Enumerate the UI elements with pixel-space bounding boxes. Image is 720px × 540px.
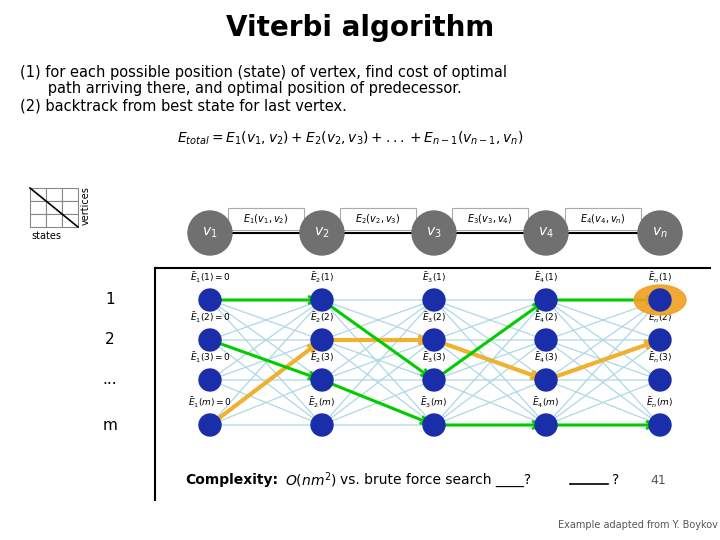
Text: vertices: vertices [81,186,91,225]
FancyBboxPatch shape [565,208,641,230]
Text: $v_1$: $v_1$ [202,226,217,240]
Text: $\bar{E}_2(m)$: $\bar{E}_2(m)$ [308,396,336,410]
Text: Complexity:: Complexity: [185,473,278,487]
Text: $\bar{E}_4(1)$: $\bar{E}_4(1)$ [534,271,558,285]
FancyBboxPatch shape [452,208,528,230]
Text: $\bar{E}_2(1)$: $\bar{E}_2(1)$ [310,271,334,285]
Circle shape [199,414,221,436]
Circle shape [638,211,682,255]
Text: $\bar{E}_n(2)$: $\bar{E}_n(2)$ [648,310,672,325]
FancyBboxPatch shape [228,208,304,230]
Circle shape [311,369,333,391]
Text: (2) backtrack from best state for last vertex.: (2) backtrack from best state for last v… [20,98,347,113]
Text: ...: ... [103,373,117,388]
Text: $v_3$: $v_3$ [426,226,442,240]
Text: $\bar{E}_3(m)$: $\bar{E}_3(m)$ [420,396,448,410]
Circle shape [524,211,568,255]
Circle shape [311,289,333,311]
Circle shape [199,369,221,391]
Circle shape [649,369,671,391]
Text: $\bar{E}_1(3)=0$: $\bar{E}_1(3)=0$ [189,350,230,365]
Circle shape [199,289,221,311]
Text: states: states [31,231,61,241]
Text: $\bar{E}_n(3)$: $\bar{E}_n(3)$ [648,350,672,365]
Bar [46,201,62,214]
Text: $\bar{E}_2(3)$: $\bar{E}_2(3)$ [310,350,334,365]
Circle shape [649,329,671,351]
Text: $\bar{E}_n(m)$: $\bar{E}_n(m)$ [647,396,673,410]
Text: $\bar{E}_2(2)$: $\bar{E}_2(2)$ [310,310,334,325]
Text: Viterbi algorithm: Viterbi algorithm [226,14,494,42]
Circle shape [535,289,557,311]
Text: $v_n$: $v_n$ [652,226,668,240]
Text: $\bar{E}_3(2)$: $\bar{E}_3(2)$ [422,310,446,325]
Bar [46,214,62,227]
Circle shape [423,414,445,436]
Text: $\bar{E}_1(2)=0$: $\bar{E}_1(2)=0$ [189,310,230,325]
Ellipse shape [634,285,686,315]
Text: $\bar{E}_3(3)$: $\bar{E}_3(3)$ [422,350,446,365]
Text: $\bar{E}_4(m)$: $\bar{E}_4(m)$ [533,396,559,410]
Text: $\bar{E}_1(m)=0$: $\bar{E}_1(m)=0$ [188,396,232,410]
Text: path arriving there, and optimal position of predecessor.: path arriving there, and optimal positio… [20,82,462,97]
Text: 41: 41 [650,474,666,487]
Text: 1: 1 [105,293,114,307]
Circle shape [649,414,671,436]
Text: $E_2(v_2,v_3)$: $E_2(v_2,v_3)$ [356,212,400,226]
Text: ?: ? [612,473,619,487]
Bar [62,214,78,227]
Circle shape [423,289,445,311]
Bar [62,188,78,201]
Bar [30,201,46,214]
Bar [30,214,46,227]
Text: $\bar{E}_4(2)$: $\bar{E}_4(2)$ [534,310,558,325]
Circle shape [300,211,344,255]
Circle shape [311,414,333,436]
Circle shape [423,329,445,351]
Text: $E_3(v_3,v_4)$: $E_3(v_3,v_4)$ [467,212,513,226]
Text: $E_{total} = E_1(v_1,v_2) + E_2(v_2,v_3) + ... + E_{n-1}(v_{n-1},v_n)$: $E_{total} = E_1(v_1,v_2) + E_2(v_2,v_3)… [177,129,523,147]
Text: $\bar{E}_n(1)$: $\bar{E}_n(1)$ [648,271,672,285]
FancyBboxPatch shape [340,208,416,230]
Text: 2: 2 [105,333,114,348]
Circle shape [649,289,671,311]
Text: $O(nm^2)$: $O(nm^2)$ [285,470,337,490]
Circle shape [199,329,221,351]
Circle shape [412,211,456,255]
Circle shape [423,369,445,391]
Text: $E_1(v_1,v_2)$: $E_1(v_1,v_2)$ [243,212,289,226]
Circle shape [188,211,232,255]
Text: $\bar{E}_1(1)=0$: $\bar{E}_1(1)=0$ [189,271,230,285]
Text: m: m [102,417,117,433]
Circle shape [311,329,333,351]
Circle shape [535,329,557,351]
Text: $\bar{E}_3(1)$: $\bar{E}_3(1)$ [422,271,446,285]
Text: Example adapted from Y. Boykov: Example adapted from Y. Boykov [558,520,718,530]
Bar [30,188,46,201]
Circle shape [535,414,557,436]
Bar [62,201,78,214]
Circle shape [535,369,557,391]
Text: (1) for each possible position (state) of vertex, find cost of optimal: (1) for each possible position (state) o… [20,64,507,79]
Text: $v_4$: $v_4$ [538,226,554,240]
Text: $\bar{E}_4(3)$: $\bar{E}_4(3)$ [534,350,558,365]
Text: vs. brute force search ____?: vs. brute force search ____? [340,473,531,487]
Text: $E_4(v_4,v_n)$: $E_4(v_4,v_n)$ [580,212,626,226]
Bar [46,188,62,201]
Text: $v_2$: $v_2$ [315,226,330,240]
